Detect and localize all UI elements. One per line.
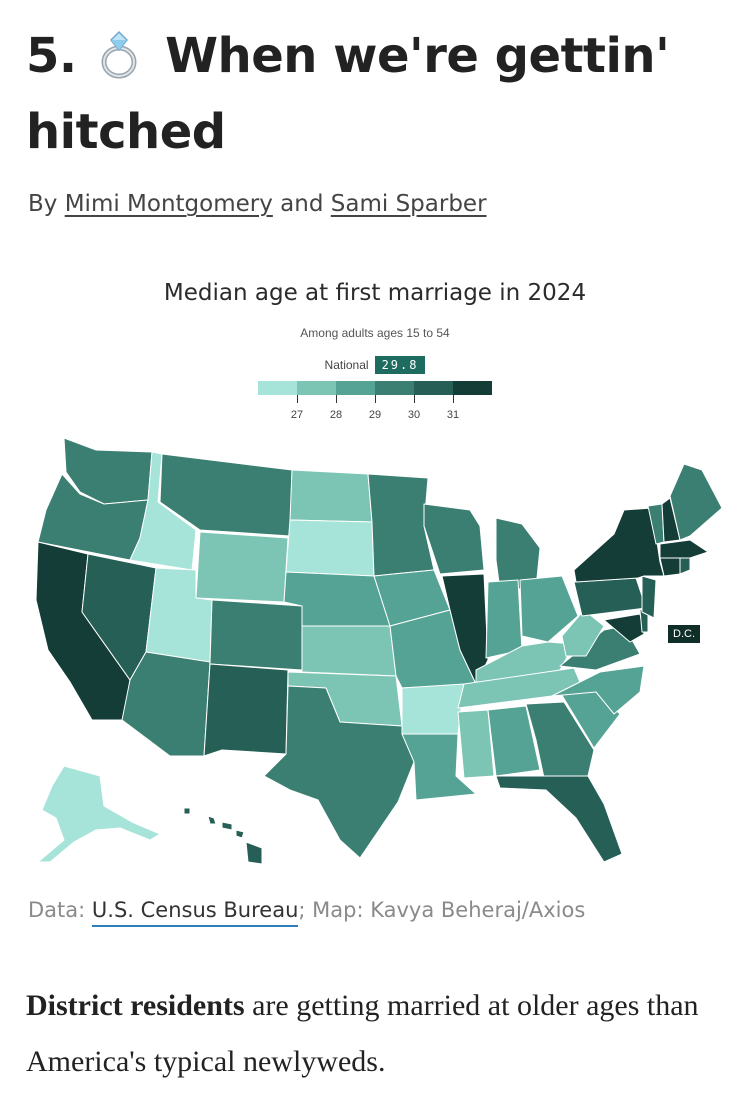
state-kansas[interactable]	[301, 625, 397, 677]
legend-tick-label-2: 29	[368, 409, 382, 421]
lead-bold: District residents	[26, 989, 245, 1022]
dc-label: D.C.	[667, 624, 701, 644]
state-rhode-island[interactable]	[679, 557, 691, 575]
legend-swatch-2	[336, 381, 375, 395]
byline-conjunction: and	[280, 191, 324, 217]
legend-swatch-3	[375, 381, 414, 395]
legend-tick-labels: 27 28 29 30 31	[0, 409, 750, 425]
byline: By Mimi Montgomery and Sami Sparber	[28, 191, 487, 217]
legend-tick-label-4: 31	[446, 409, 460, 421]
state-alabama[interactable]	[487, 705, 541, 777]
state-alaska[interactable]	[37, 765, 161, 863]
credit-map: Map: Kavya Beheraj/Axios	[312, 898, 586, 922]
map-title: Median age at first marriage in 2024	[163, 280, 587, 306]
legend-swatch-1	[297, 381, 336, 395]
legend-tick-0	[297, 395, 298, 403]
legend-tick-1	[336, 395, 337, 403]
legend-tick-2	[375, 395, 376, 403]
state-arkansas[interactable]	[401, 683, 465, 735]
state-ohio[interactable]	[519, 575, 579, 643]
state-mississippi[interactable]	[457, 709, 495, 779]
national-indicator: National 29.8	[0, 356, 750, 374]
credit-separator: ;	[298, 898, 306, 922]
author-link-1[interactable]: Mimi Montgomery	[64, 191, 273, 217]
state-wyoming[interactable]	[195, 531, 289, 603]
state-colorado[interactable]	[209, 599, 303, 671]
state-new-jersey[interactable]	[641, 575, 657, 619]
legend-tick-4	[453, 395, 454, 403]
state-florida[interactable]	[495, 775, 623, 863]
map-credit: Data: U.S. Census Bureau; Map: Kavya Beh…	[28, 898, 586, 927]
state-hawaii-islands[interactable]	[183, 807, 245, 839]
data-source-link[interactable]: U.S. Census Bureau	[91, 898, 299, 927]
state-wisconsin[interactable]	[423, 503, 485, 575]
author-link-2[interactable]: Sami Sparber	[330, 191, 487, 217]
state-maine[interactable]	[669, 463, 723, 541]
state-montana[interactable]	[159, 453, 293, 537]
legend-tick-3	[414, 395, 415, 403]
national-label: National	[324, 358, 369, 372]
state-west-virginia[interactable]	[561, 609, 605, 657]
legend-swatch-4	[414, 381, 453, 395]
state-indiana[interactable]	[485, 579, 523, 659]
state-connecticut[interactable]	[659, 557, 681, 577]
lead-rest: are getting married at older ages than A…	[26, 989, 699, 1078]
legend-swatch-0	[258, 381, 297, 395]
legend-tick-label-1: 28	[329, 409, 343, 421]
state-hawaii[interactable]	[245, 841, 263, 865]
headline: 5. When we're gettin' hitched	[26, 18, 726, 170]
state-louisiana[interactable]	[401, 733, 477, 801]
ring-icon	[101, 30, 137, 79]
legend-tick-label-3: 30	[407, 409, 421, 421]
state-texas[interactable]	[263, 685, 415, 859]
state-north-carolina[interactable]	[551, 665, 645, 715]
state-south-dakota[interactable]	[285, 519, 375, 577]
headline-number: 5.	[26, 28, 77, 84]
credit-data-prefix: Data:	[28, 898, 86, 922]
state-north-dakota[interactable]	[289, 469, 373, 523]
legend-ticks	[258, 395, 492, 403]
headline-text: When we're gettin' hitched	[26, 28, 670, 160]
legend-swatch-5	[453, 381, 492, 395]
state-pennsylvania[interactable]	[573, 577, 647, 617]
byline-prefix: By	[28, 191, 58, 217]
state-new-mexico[interactable]	[203, 663, 289, 757]
color-legend	[258, 381, 492, 395]
legend-tick-label-0: 27	[290, 409, 304, 421]
state-maryland[interactable]	[603, 613, 645, 643]
national-value: 29.8	[374, 356, 426, 374]
state-massachusetts[interactable]	[659, 539, 709, 559]
map-subtitle: Among adults ages 15 to 54	[300, 326, 450, 340]
article-lead: District residents are getting married a…	[26, 978, 726, 1090]
us-map	[35, 437, 723, 865]
